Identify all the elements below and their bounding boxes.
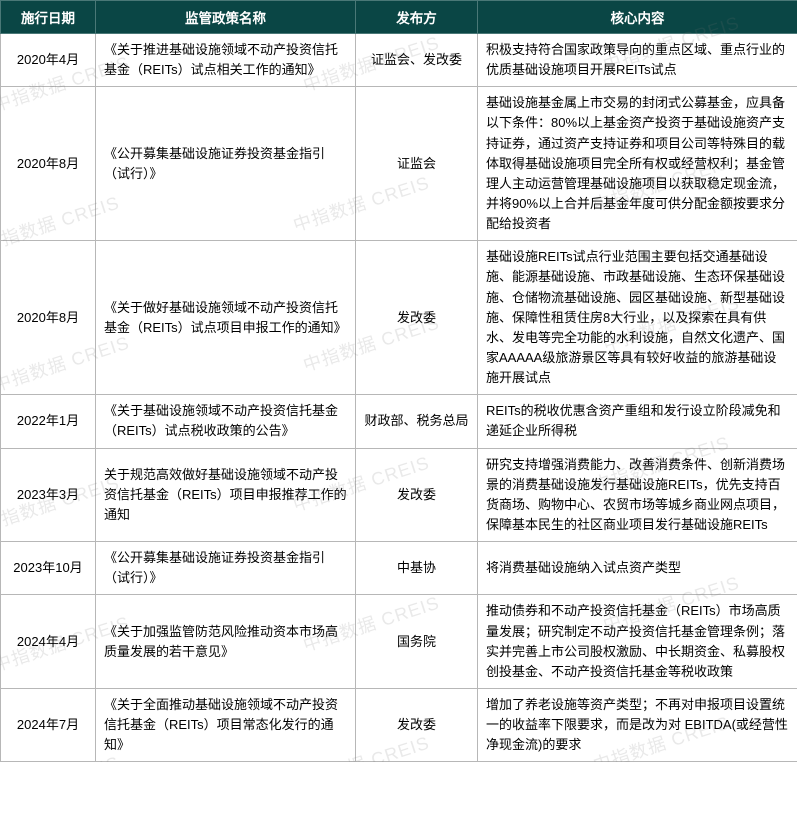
- cell-issuer: 财政部、税务总局: [356, 395, 478, 448]
- table-row: 2020年8月《公开募集基础设施证券投资基金指引（试行）》证监会基础设施基金属上…: [1, 87, 797, 241]
- col-header-core: 核心内容: [478, 1, 797, 34]
- cell-core: 推动债券和不动产投资信托基金（REITs）市场高质量发展；研究制定不动产投资信托…: [478, 595, 797, 689]
- cell-core: 基础设施基金属上市交易的封闭式公募基金，应具备以下条件：80%以上基金资产投资于…: [478, 87, 797, 241]
- cell-policy: 《公开募集基础设施证券投资基金指引（试行）》: [96, 542, 356, 595]
- table-header: 施行日期 监管政策名称 发布方 核心内容: [1, 1, 797, 34]
- cell-date: 2022年1月: [1, 395, 96, 448]
- cell-issuer: 证监会: [356, 87, 478, 241]
- cell-policy: 关于规范高效做好基础设施领域不动产投资信托基金（REITs）项目申报推荐工作的通…: [96, 448, 356, 542]
- cell-policy: 《关于全面推动基础设施领域不动产投资信托基金（REITs）项目常态化发行的通知》: [96, 688, 356, 761]
- table-row: 2023年3月关于规范高效做好基础设施领域不动产投资信托基金（REITs）项目申…: [1, 448, 797, 542]
- cell-issuer: 国务院: [356, 595, 478, 689]
- cell-policy: 《关于基础设施领域不动产投资信托基金（REITs）试点税收政策的公告》: [96, 395, 356, 448]
- cell-issuer: 发改委: [356, 448, 478, 542]
- col-header-policy: 监管政策名称: [96, 1, 356, 34]
- cell-policy: 《关于加强监管防范风险推动资本市场高质量发展的若干意见》: [96, 595, 356, 689]
- cell-issuer: 发改委: [356, 688, 478, 761]
- cell-policy: 《公开募集基础设施证券投资基金指引（试行）》: [96, 87, 356, 241]
- cell-core: 基础设施REITs试点行业范围主要包括交通基础设施、能源基础设施、市政基础设施、…: [478, 241, 797, 395]
- cell-date: 2023年10月: [1, 542, 96, 595]
- cell-date: 2020年8月: [1, 241, 96, 395]
- cell-core: REITs的税收优惠含资产重组和发行设立阶段减免和递延企业所得税: [478, 395, 797, 448]
- cell-core: 研究支持增强消费能力、改善消费条件、创新消费场景的消费基础设施发行基础设施REI…: [478, 448, 797, 542]
- cell-date: 2024年4月: [1, 595, 96, 689]
- cell-issuer: 发改委: [356, 241, 478, 395]
- cell-policy: 《关于做好基础设施领域不动产投资信托基金（REITs）试点项目申报工作的通知》: [96, 241, 356, 395]
- cell-issuer: 中基协: [356, 542, 478, 595]
- col-header-issuer: 发布方: [356, 1, 478, 34]
- policy-table: 施行日期 监管政策名称 发布方 核心内容 2020年4月《关于推进基础设施领域不…: [0, 0, 797, 762]
- cell-issuer: 证监会、发改委: [356, 34, 478, 87]
- table-row: 2024年7月《关于全面推动基础设施领域不动产投资信托基金（REITs）项目常态…: [1, 688, 797, 761]
- cell-date: 2020年4月: [1, 34, 96, 87]
- table-row: 2024年4月《关于加强监管防范风险推动资本市场高质量发展的若干意见》国务院推动…: [1, 595, 797, 689]
- cell-policy: 《关于推进基础设施领域不动产投资信托基金（REITs）试点相关工作的通知》: [96, 34, 356, 87]
- table-row: 2022年1月《关于基础设施领域不动产投资信托基金（REITs）试点税收政策的公…: [1, 395, 797, 448]
- cell-date: 2023年3月: [1, 448, 96, 542]
- col-header-date: 施行日期: [1, 1, 96, 34]
- cell-core: 增加了养老设施等资产类型；不再对申报项目设置统一的收益率下限要求，而是改为对 E…: [478, 688, 797, 761]
- cell-date: 2024年7月: [1, 688, 96, 761]
- table-body: 2020年4月《关于推进基础设施领域不动产投资信托基金（REITs）试点相关工作…: [1, 34, 797, 762]
- cell-date: 2020年8月: [1, 87, 96, 241]
- table-row: 2020年4月《关于推进基础设施领域不动产投资信托基金（REITs）试点相关工作…: [1, 34, 797, 87]
- table-row: 2020年8月《关于做好基础设施领域不动产投资信托基金（REITs）试点项目申报…: [1, 241, 797, 395]
- cell-core: 将消费基础设施纳入试点资产类型: [478, 542, 797, 595]
- table-row: 2023年10月《公开募集基础设施证券投资基金指引（试行）》中基协将消费基础设施…: [1, 542, 797, 595]
- cell-core: 积极支持符合国家政策导向的重点区域、重点行业的优质基础设施项目开展REITs试点: [478, 34, 797, 87]
